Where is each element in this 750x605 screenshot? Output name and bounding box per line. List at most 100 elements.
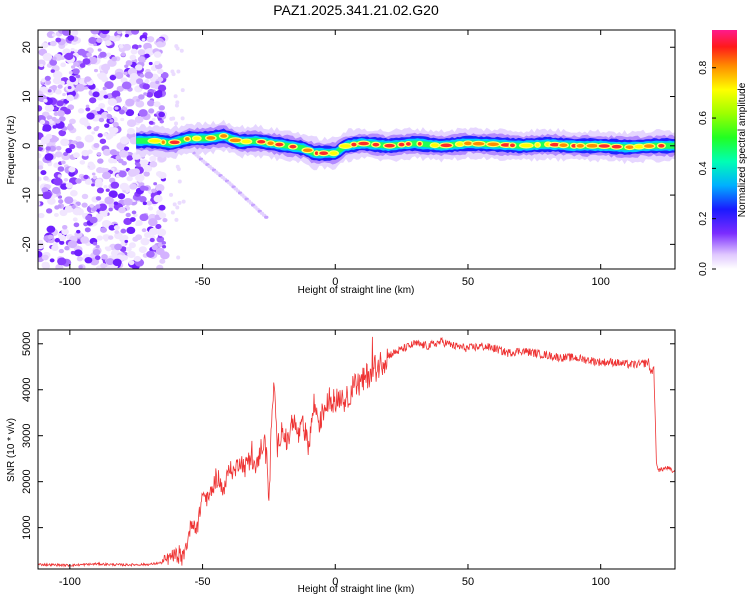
noise-speckle <box>126 226 136 235</box>
noise-speckle <box>58 116 66 122</box>
noise-speckle <box>105 188 110 192</box>
noise-speckle <box>83 174 89 180</box>
noise-speckle <box>126 175 133 182</box>
noise-speckle <box>158 204 166 211</box>
colorbar-gradient <box>712 30 737 269</box>
ridge-hotspot <box>319 151 329 155</box>
noise-speckle <box>91 183 95 187</box>
noise-speckle <box>80 236 90 244</box>
noise-speckle <box>139 34 148 42</box>
spectrogram-y-label: Frequency (Hz) <box>6 116 17 185</box>
noise-speckle <box>84 178 93 185</box>
noise-speckle <box>54 205 60 210</box>
noise-speckle <box>176 255 181 260</box>
noise-speckle <box>53 212 59 217</box>
noise-speckle <box>46 115 53 121</box>
noise-speckle <box>170 69 175 74</box>
noise-speckle <box>64 205 74 213</box>
noise-speckle <box>67 240 78 249</box>
noise-speckle <box>144 53 150 59</box>
noise-speckle <box>131 30 140 35</box>
ridge-hotspot <box>576 144 584 148</box>
noise-speckle <box>91 172 96 176</box>
noise-speckle <box>75 141 85 149</box>
noise-speckle <box>87 149 93 154</box>
noise-speckle <box>38 152 42 159</box>
noise-speckle <box>73 81 79 86</box>
noise-speckle <box>121 81 132 90</box>
noise-speckle <box>67 104 75 111</box>
noise-speckle <box>109 177 116 183</box>
noise-speckle <box>129 54 137 61</box>
noise-speckle <box>151 244 158 251</box>
noise-speckle <box>113 201 119 206</box>
snr-y-tick-label: 3000 <box>21 423 33 447</box>
spectrogram-y-ticks: -20 -10 0 10 20 <box>21 41 675 252</box>
noise-speckle <box>71 30 79 36</box>
noise-speckle <box>70 47 75 52</box>
noise-speckle <box>96 73 102 78</box>
spectrogram-frame <box>37 29 676 270</box>
noise-speckle <box>114 230 120 235</box>
noise-speckle <box>55 88 62 95</box>
noise-speckle <box>153 182 158 186</box>
noise-speckle <box>97 158 104 164</box>
noise-speckle <box>153 51 162 58</box>
colorbar: 0.0 0.2 0.4 0.6 0.8 Normalized spectral ampl… <box>698 30 748 276</box>
noise-speckle <box>153 101 161 108</box>
noise-speckle <box>96 37 103 43</box>
ridge-hotspot <box>289 144 297 149</box>
noise-speckle <box>107 133 114 139</box>
ridge-hotspot <box>351 142 357 147</box>
ridge-hotspot <box>406 142 411 146</box>
noise-speckle <box>99 51 107 58</box>
noise-speckle <box>54 238 60 243</box>
noise-speckle <box>156 236 165 243</box>
noise-speckle <box>42 191 52 200</box>
noise-speckle <box>108 235 114 240</box>
noise-speckle <box>157 68 164 75</box>
noise-speckle <box>49 59 58 66</box>
noise-speckle <box>108 224 116 231</box>
noise-speckle <box>76 256 83 262</box>
noise-speckle <box>109 35 118 43</box>
spectrogram-y-tick-label: 0 <box>21 143 33 149</box>
noise-speckle <box>70 190 78 197</box>
noise-speckle <box>95 106 101 112</box>
noise-speckle <box>155 80 160 85</box>
noise-speckle <box>142 83 150 90</box>
noise-speckle <box>126 155 134 161</box>
noise-speckle <box>162 245 167 249</box>
noise-speckle <box>119 237 125 242</box>
noise-speckle <box>157 242 164 248</box>
noise-speckle <box>101 220 112 228</box>
noise-speckle <box>149 237 155 243</box>
noise-speckle <box>144 71 154 79</box>
noise-speckle <box>123 217 132 226</box>
ridge-hotspot <box>302 148 313 153</box>
noise-speckle <box>111 56 118 62</box>
noise-speckle <box>82 58 91 65</box>
noise-speckle <box>88 56 98 65</box>
noise-speckle <box>162 217 168 223</box>
noise-speckle <box>146 250 155 258</box>
ridge-hotspot <box>220 134 228 138</box>
noise-speckle <box>86 52 92 58</box>
noise-speckle <box>125 189 131 193</box>
noise-speckle <box>78 265 83 269</box>
noise-speckle <box>134 115 144 124</box>
noise-speckle <box>95 244 100 249</box>
noise-speckle <box>44 104 55 112</box>
noise-speckle <box>38 201 41 206</box>
noise-speckle <box>144 79 150 84</box>
snr-x-tick-label: 50 <box>462 576 474 588</box>
noise-speckle <box>146 200 153 206</box>
noise-speckle <box>89 97 97 104</box>
ridge-hotspot <box>658 144 665 148</box>
noise-speckle <box>112 121 119 127</box>
noise-speckle <box>47 234 54 240</box>
noise-speckle <box>38 241 45 250</box>
noise-speckle <box>64 52 74 61</box>
chart-title: PAZ1.2025.341.21.02.G20 <box>273 2 439 18</box>
